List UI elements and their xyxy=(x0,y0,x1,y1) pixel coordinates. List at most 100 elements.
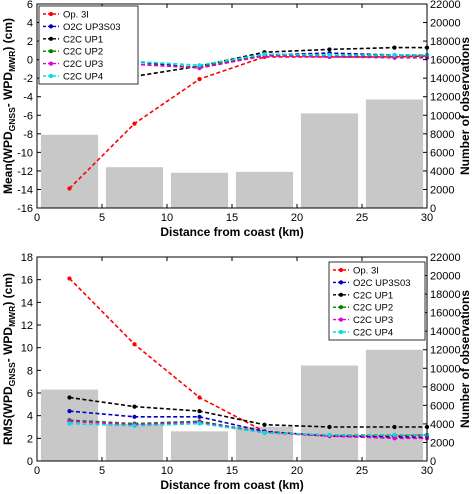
y-right-tick-label: 14000 xyxy=(430,326,461,338)
y-tick-label: 16 xyxy=(21,275,33,287)
x-axis-label: Distance from coast (km) xyxy=(160,225,303,239)
legend-swatch-marker xyxy=(338,305,344,310)
series-point xyxy=(132,121,137,126)
legend-label: C2C UP4 xyxy=(353,328,393,339)
y-tick-label: 2 xyxy=(27,433,33,445)
y-right-tick-label: 12000 xyxy=(430,345,461,357)
observation-bar xyxy=(105,423,164,461)
y-tick-label: 0 xyxy=(27,55,33,67)
series-point xyxy=(197,421,202,426)
y-tick-label: 10 xyxy=(21,343,33,355)
series-point xyxy=(197,409,202,414)
observation-bar xyxy=(40,134,99,208)
legend-label: C2C UP4 xyxy=(63,72,103,83)
y-right-tick-label: 16000 xyxy=(430,308,461,320)
legend-swatch-marker xyxy=(338,267,344,273)
y-tick-label: -14 xyxy=(17,184,33,196)
y-right-tick-label: 18000 xyxy=(430,289,461,301)
series-point xyxy=(132,342,137,347)
y-right-axis-label: Number of observations xyxy=(458,290,472,428)
y-tick-label: -6 xyxy=(23,110,33,122)
x-tick-label: 20 xyxy=(291,212,303,224)
series-point xyxy=(327,52,332,58)
y-right-axis-label: Number of observations xyxy=(458,37,472,175)
x-tick-label: 25 xyxy=(356,212,368,224)
legend-label: C2C UP1 xyxy=(353,290,393,301)
observation-bar xyxy=(170,172,229,208)
y-tick-label: 2 xyxy=(27,36,33,48)
series-point xyxy=(67,409,72,414)
y-axis-label-part: - WPD xyxy=(1,327,15,363)
legend-label: Op. 3I xyxy=(353,266,379,277)
legend-swatch-marker xyxy=(48,11,54,17)
x-tick-label: 5 xyxy=(99,212,105,224)
y-axis-label-part: GNSS xyxy=(7,107,17,131)
y-tick-label: 0 xyxy=(27,456,33,468)
legend-label: Op. 3I xyxy=(63,10,89,21)
y-tick-label: -12 xyxy=(17,166,33,178)
y-axis-label-part: Mean(WPD xyxy=(1,131,15,194)
series-point xyxy=(327,432,332,438)
y-right-tick-label: 0 xyxy=(430,456,436,468)
y-right-tick-label: 14000 xyxy=(430,73,461,85)
legend-swatch-marker xyxy=(48,36,54,41)
series-point xyxy=(262,430,267,435)
y-right-tick-label: 22000 xyxy=(430,0,461,11)
y-right-tick-label: 8000 xyxy=(430,382,454,394)
y-right-tick-label: 8000 xyxy=(430,129,454,141)
y-tick-label: 4 xyxy=(27,18,33,30)
observation-bar xyxy=(170,431,229,461)
x-tick-label: 10 xyxy=(161,212,173,224)
observation-bar xyxy=(105,167,164,208)
y-right-tick-label: 18000 xyxy=(430,36,461,48)
series-point xyxy=(392,424,397,430)
y-tick-label: 6 xyxy=(27,388,33,400)
series-point xyxy=(132,414,137,419)
y-tick-label: -4 xyxy=(23,92,33,104)
legend-swatch-marker xyxy=(48,73,54,79)
x-tick-label: 30 xyxy=(421,212,433,224)
observation-bar xyxy=(235,171,294,208)
y-tick-label: 18 xyxy=(21,252,33,264)
x-tick-label: 10 xyxy=(161,465,173,477)
y-axis-label-part: MWR xyxy=(7,306,17,327)
legend-swatch-marker xyxy=(48,61,54,66)
y-tick-label: -2 xyxy=(23,73,33,85)
x-tick-label: 5 xyxy=(99,465,105,477)
legend-label: O2C UP3S03 xyxy=(63,22,121,33)
series-point xyxy=(132,423,137,428)
y-axis-label-part: MWR xyxy=(7,51,17,72)
legend-label: C2C UP1 xyxy=(63,34,103,45)
y-tick-label: 6 xyxy=(27,0,33,11)
series-point xyxy=(67,395,72,400)
series-point xyxy=(197,63,202,68)
series-point xyxy=(392,432,397,438)
legend-swatch-marker xyxy=(338,329,344,335)
y-tick-label: 14 xyxy=(21,297,33,309)
legend-swatch-marker xyxy=(48,49,54,54)
y-right-tick-label: 20000 xyxy=(430,18,461,30)
series-point xyxy=(327,424,332,430)
series-point xyxy=(197,395,202,400)
series-point xyxy=(197,77,202,82)
legend-box xyxy=(328,261,426,341)
y-right-tick-label: 10000 xyxy=(430,110,461,122)
legend-swatch-marker xyxy=(338,280,344,285)
x-tick-label: 25 xyxy=(356,465,368,477)
x-axis-label: Distance from coast (km) xyxy=(160,478,303,492)
y-right-tick-label: 10000 xyxy=(430,363,461,375)
x-tick-label: 20 xyxy=(291,465,303,477)
series-point xyxy=(197,414,202,419)
series-point xyxy=(132,404,137,409)
series-point xyxy=(392,45,397,50)
series-point xyxy=(327,47,332,52)
series-point xyxy=(262,422,267,427)
y-right-tick-label: 20000 xyxy=(430,271,461,283)
legend-swatch-marker xyxy=(338,292,344,297)
y-right-tick-label: 2000 xyxy=(430,437,454,449)
x-tick-label: 15 xyxy=(226,212,238,224)
series-point xyxy=(262,51,267,57)
y-tick-label: -16 xyxy=(17,203,33,215)
x-tick-label: 30 xyxy=(421,465,433,477)
